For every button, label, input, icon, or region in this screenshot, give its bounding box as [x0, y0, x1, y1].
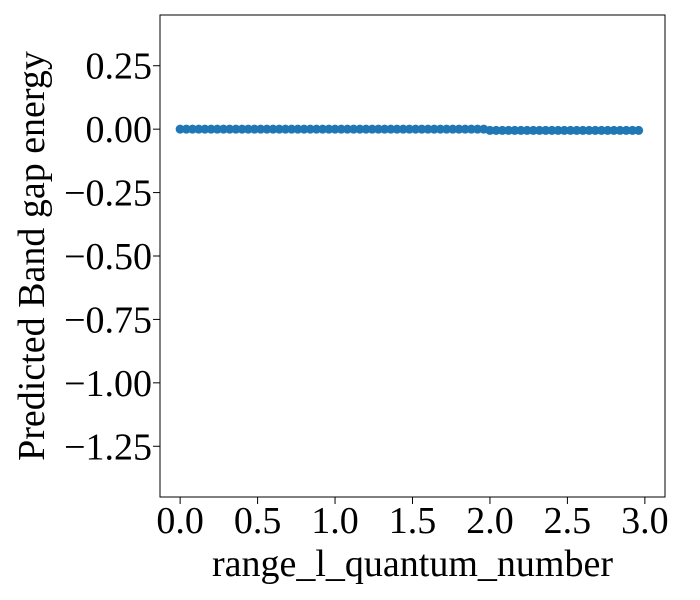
- data-point: [584, 125, 594, 135]
- data-point: [355, 124, 365, 134]
- x-tick-label: 0.5: [234, 500, 282, 542]
- data-point: [454, 124, 464, 134]
- data-point: [237, 124, 247, 134]
- x-tick-label: 3.0: [621, 500, 669, 542]
- x-tick-label: 0.0: [156, 500, 204, 542]
- x-axis-label: range_l_quantum_number: [212, 543, 613, 585]
- y-tick-label: −1.00: [64, 363, 152, 405]
- data-points: [175, 124, 644, 135]
- data-point: [386, 124, 396, 134]
- y-axis-label: Predicted Band gap energy: [11, 51, 53, 461]
- y-tick-label: 0.25: [86, 46, 153, 88]
- data-point: [615, 125, 625, 135]
- data-point: [280, 124, 290, 134]
- data-point: [510, 125, 520, 135]
- data-point: [404, 124, 414, 134]
- data-point: [485, 125, 495, 135]
- data-point: [541, 125, 551, 135]
- data-point: [547, 125, 557, 135]
- data-point: [212, 124, 222, 134]
- data-point: [287, 124, 297, 134]
- data-point: [528, 125, 538, 135]
- data-point: [621, 125, 631, 135]
- data-point: [268, 124, 278, 134]
- data-point: [274, 124, 284, 134]
- data-point: [435, 124, 445, 134]
- data-point: [324, 124, 334, 134]
- y-tick-label: −0.25: [64, 173, 152, 215]
- data-point: [262, 124, 272, 134]
- data-point: [299, 124, 309, 134]
- data-point: [336, 124, 346, 134]
- data-point: [367, 124, 377, 134]
- data-point: [225, 124, 235, 134]
- data-point: [342, 124, 352, 134]
- data-point: [460, 124, 470, 134]
- data-point: [305, 124, 315, 134]
- y-tick-label: −0.50: [64, 236, 152, 278]
- data-point: [572, 125, 582, 135]
- data-point: [311, 124, 321, 134]
- data-point: [578, 125, 588, 135]
- x-tick-label: 1.0: [311, 500, 359, 542]
- data-point: [497, 125, 507, 135]
- data-point: [429, 124, 439, 134]
- data-point: [423, 124, 433, 134]
- data-point: [609, 125, 619, 135]
- y-axis-ticks: 0.25 0.00 −0.25 −0.50 −0.75 −1.00 −1.25: [64, 46, 160, 468]
- y-tick-label: −0.75: [64, 299, 152, 341]
- data-point: [603, 125, 613, 135]
- data-point: [231, 124, 241, 134]
- data-point: [330, 124, 340, 134]
- data-point: [318, 124, 328, 134]
- x-tick-label: 2.0: [466, 500, 514, 542]
- data-point: [194, 124, 204, 134]
- data-point: [411, 124, 421, 134]
- data-point: [442, 124, 452, 134]
- data-point: [256, 124, 266, 134]
- data-point: [634, 125, 644, 135]
- data-point: [175, 124, 185, 134]
- x-tick-label: 1.5: [389, 500, 437, 542]
- data-point: [398, 124, 408, 134]
- data-point: [293, 124, 303, 134]
- x-tick-label: 2.5: [544, 500, 592, 542]
- plot-frame: [159, 14, 666, 498]
- data-point: [522, 125, 532, 135]
- data-point: [392, 124, 402, 134]
- data-point: [380, 124, 390, 134]
- data-point: [349, 124, 359, 134]
- data-point: [596, 125, 606, 135]
- data-point: [417, 124, 427, 134]
- y-tick-label: 0.00: [86, 109, 153, 151]
- data-point: [566, 125, 576, 135]
- data-point: [466, 124, 476, 134]
- data-point: [448, 124, 458, 134]
- data-point: [491, 125, 501, 135]
- data-point: [181, 124, 191, 134]
- data-point: [373, 124, 383, 134]
- data-point: [553, 125, 563, 135]
- data-point: [243, 124, 253, 134]
- y-tick-label: −1.25: [64, 426, 152, 468]
- data-point: [590, 125, 600, 135]
- data-point: [206, 124, 216, 134]
- data-point: [219, 124, 229, 134]
- data-point: [627, 125, 637, 135]
- data-point: [200, 124, 210, 134]
- data-point: [188, 124, 198, 134]
- data-point: [473, 124, 483, 134]
- data-point: [516, 125, 526, 135]
- data-point: [559, 125, 569, 135]
- data-point: [249, 124, 259, 134]
- x-axis-ticks: 0.0 0.5 1.0 1.5 2.0 2.5 3.0: [156, 497, 669, 542]
- data-point: [361, 124, 371, 134]
- data-point: [535, 125, 545, 135]
- data-point: [504, 125, 514, 135]
